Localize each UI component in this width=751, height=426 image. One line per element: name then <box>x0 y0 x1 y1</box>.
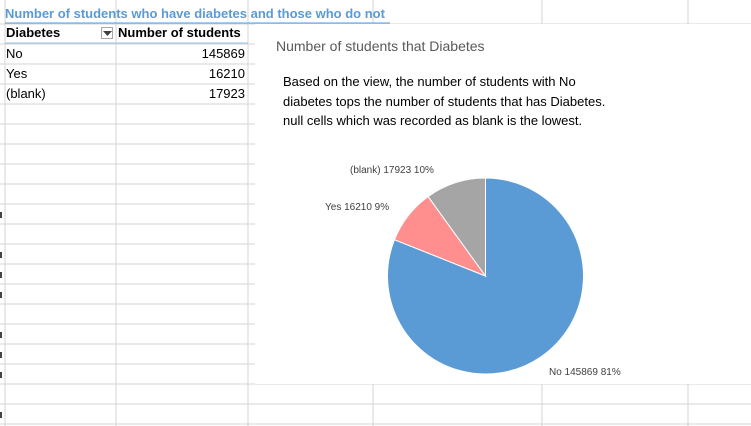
pivot-row-value-no: 145869 <box>201 46 245 61</box>
pivot-title: Number of students who have diabetes and… <box>5 6 385 21</box>
chart-title: Number of students that Diabetes <box>276 38 485 54</box>
pie-label-blank: (blank) 17923 10% <box>350 165 434 176</box>
pivot-row-header: Diabetes <box>6 25 61 40</box>
pivot-row-label-no: No <box>6 46 23 61</box>
pivot-row-label-blank: (blank) <box>6 86 46 101</box>
chart-note: Based on the view, the number of student… <box>283 74 606 128</box>
pivot-value-header: Number of students <box>118 25 241 40</box>
pie-slice-blank[interactable] <box>427 177 486 278</box>
pivot-row-label-yes: Yes <box>6 66 28 81</box>
pie-label-yes: Yes 16210 9% <box>325 202 389 213</box>
filter-dropdown-button[interactable] <box>101 27 113 39</box>
pie-label-no: No 145869 81% <box>549 367 621 378</box>
pivot-row-value-yes: 16210 <box>208 66 245 81</box>
chevron-down-icon <box>103 31 112 36</box>
pivot-row-value-blank: 17923 <box>208 86 245 101</box>
